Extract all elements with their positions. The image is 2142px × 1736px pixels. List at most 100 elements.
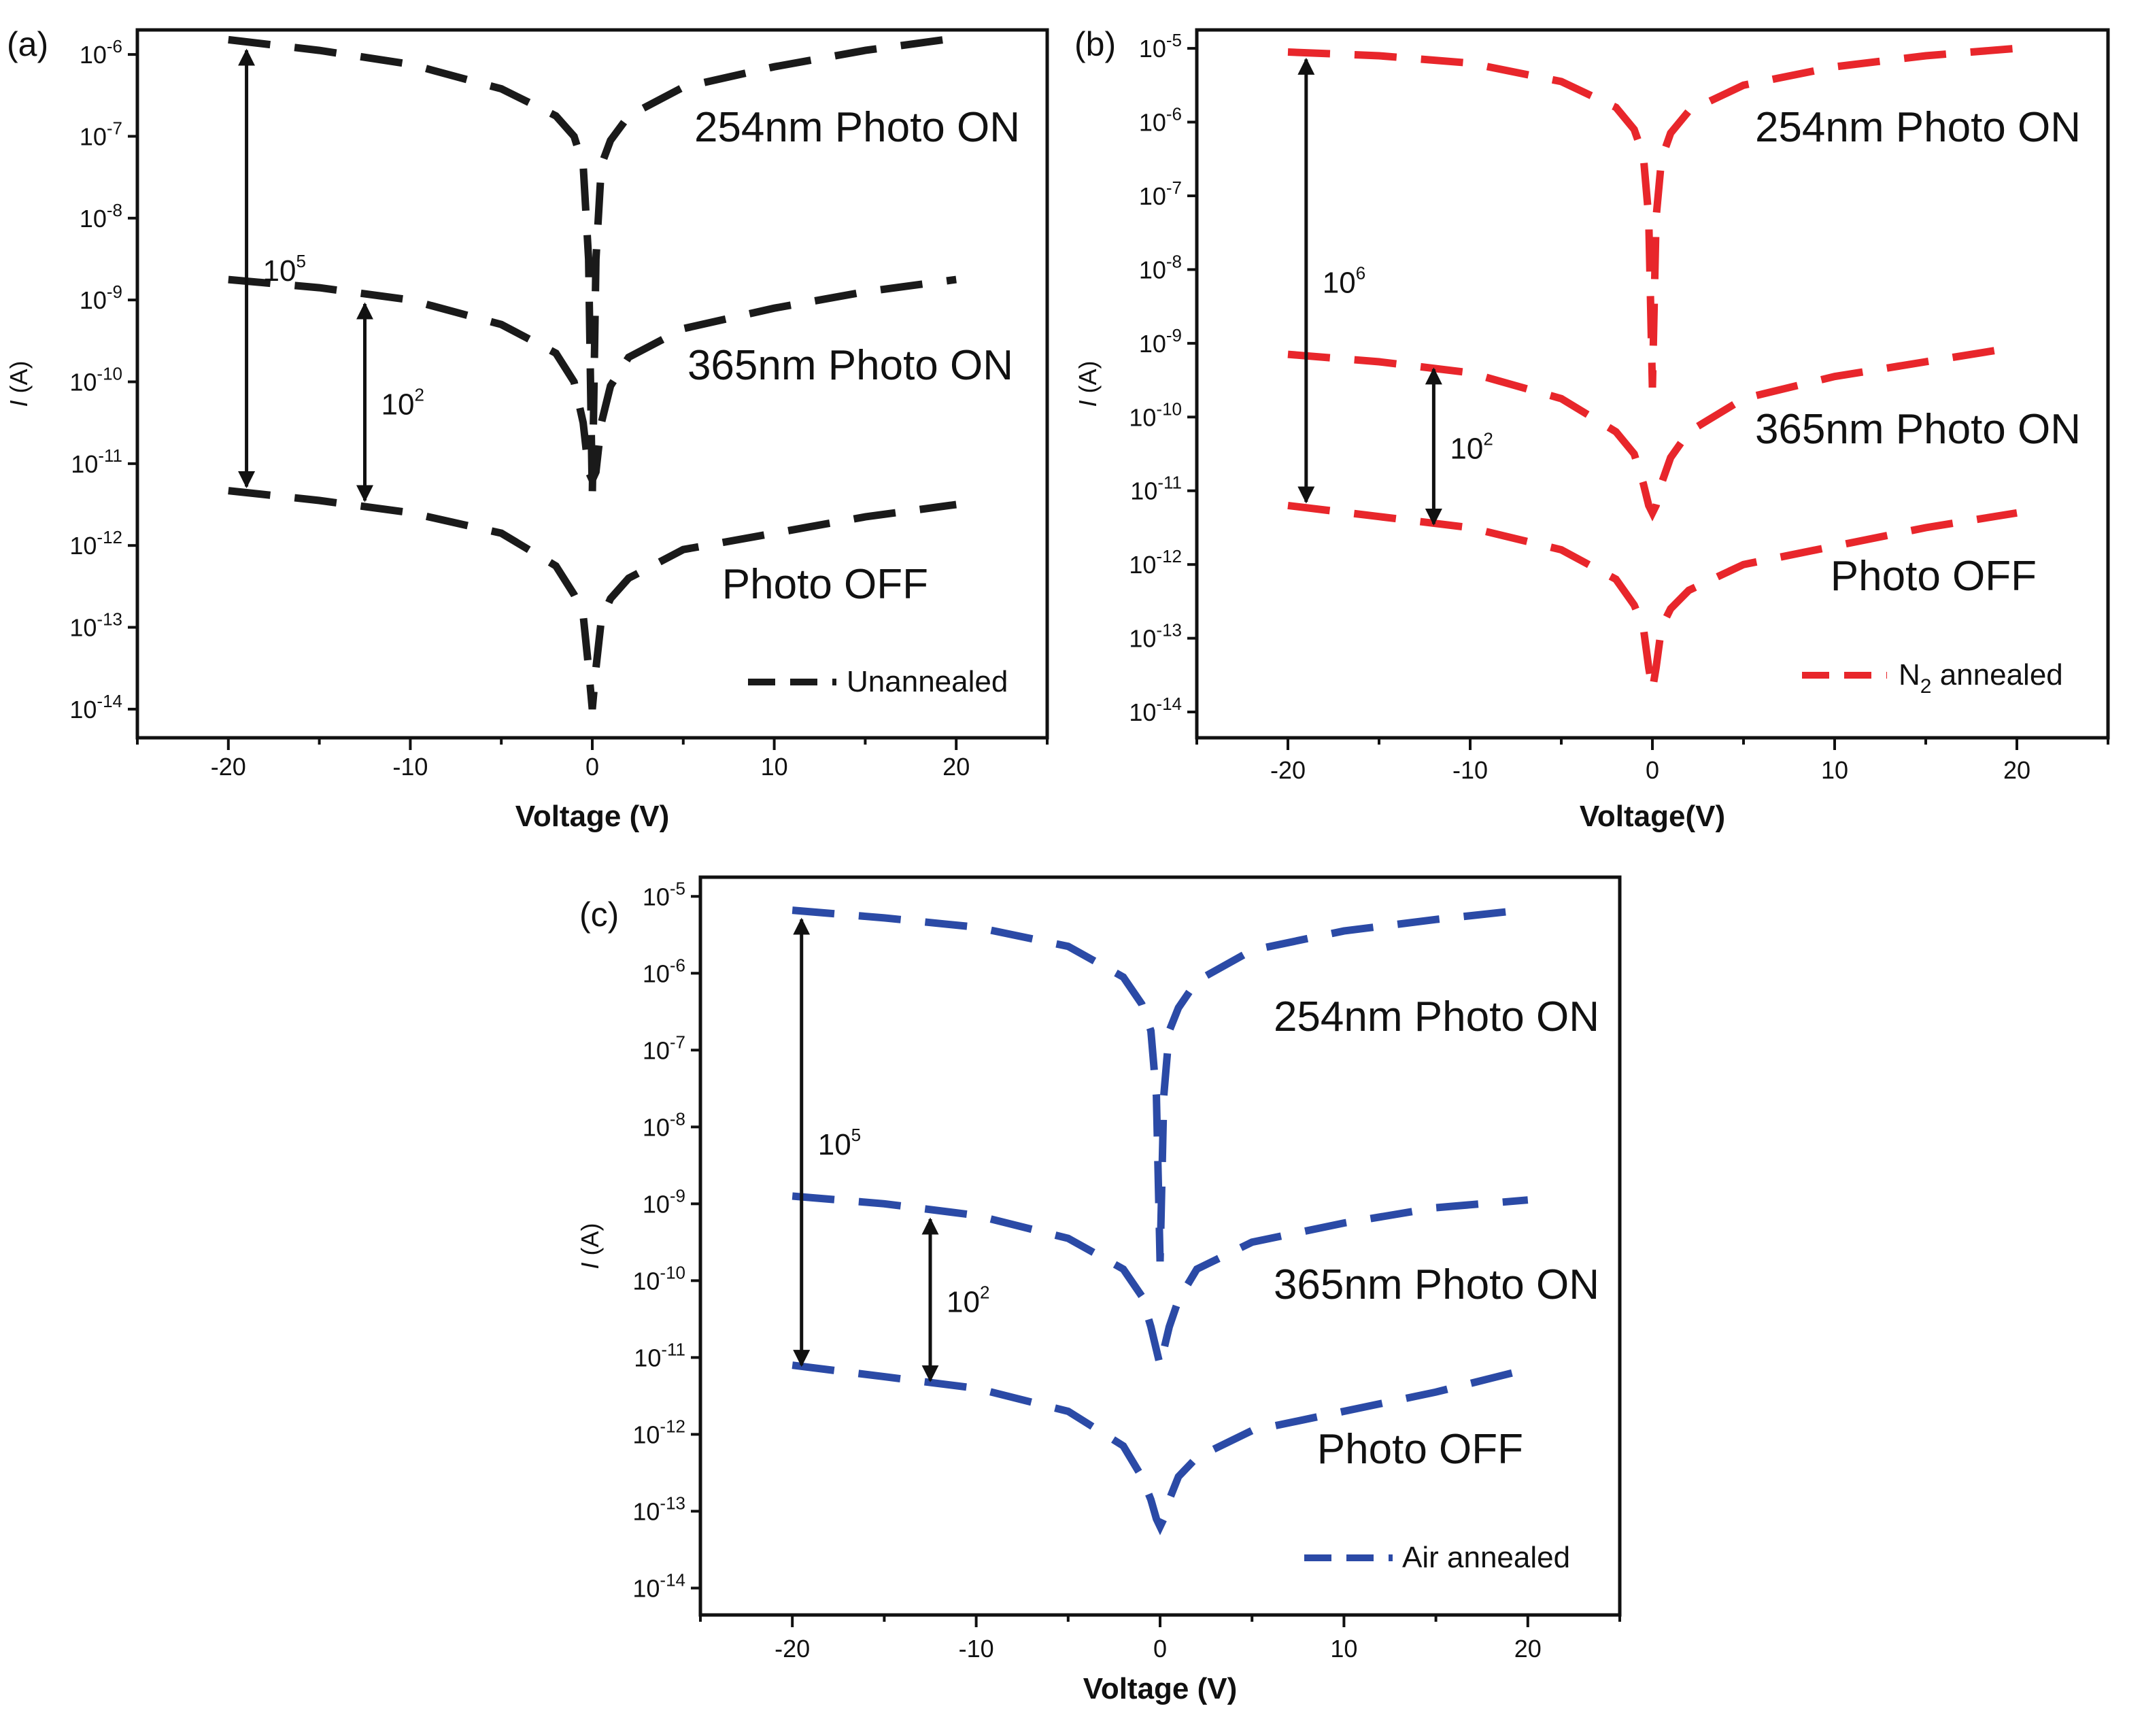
x-tick-label: -10	[392, 753, 428, 781]
x-tick-label: 0	[585, 753, 599, 781]
y-tick-label: 10-11	[71, 445, 122, 478]
y-tick-base: 10	[643, 1036, 670, 1064]
y-tick-base: 10	[632, 1267, 660, 1295]
y-tick-exponent: -13	[1156, 620, 1182, 641]
y-tick-base: 10	[1139, 182, 1166, 210]
y-tick-label: 10-12	[1129, 546, 1182, 579]
y-tick-exponent: -10	[660, 1262, 685, 1282]
y-tick-base: 10	[1129, 625, 1156, 653]
x-tick-label: -10	[959, 1635, 994, 1663]
ratio-base: 10	[381, 388, 415, 422]
legend-label: N2 annealed	[1899, 658, 2063, 698]
y-tick-exponent: -11	[661, 1339, 685, 1359]
series-line-0	[228, 34, 957, 497]
series-line-0	[1287, 44, 2018, 388]
ratio-exponent: 5	[296, 251, 306, 271]
series-line-2	[792, 1361, 1529, 1535]
y-tick-base: 10	[1139, 35, 1166, 63]
y-tick-exponent: -11	[1157, 473, 1182, 493]
y-tick-base: 10	[1129, 551, 1156, 579]
y-tick-label: 10-10	[69, 363, 122, 396]
y-axis-label-symbol: I	[576, 1262, 604, 1269]
y-tick-label: 10-13	[632, 1493, 685, 1525]
y-tick-exponent: -9	[670, 1185, 685, 1206]
y-tick-exponent: -11	[98, 445, 122, 466]
ratio-exponent: 5	[851, 1125, 861, 1145]
panel-label: (c)	[579, 896, 619, 934]
y-tick-label: 10-6	[80, 36, 122, 69]
y-tick-label: 10-9	[80, 282, 122, 314]
y-tick-label: 10-10	[632, 1262, 685, 1295]
ratio-label: 105	[263, 251, 306, 288]
y-tick-exponent: -12	[1156, 546, 1182, 566]
y-tick-exponent: -7	[670, 1032, 685, 1052]
y-tick-exponent: -8	[670, 1108, 685, 1129]
y-tick-label: 10-13	[69, 609, 122, 642]
y-tick-exponent: -6	[670, 955, 685, 975]
y-tick-base: 10	[632, 1497, 660, 1525]
panel-label: (a)	[7, 25, 48, 63]
ratio-label: 105	[818, 1125, 861, 1161]
curve-label: 254nm Photo ON	[694, 104, 1020, 151]
y-tick-exponent: -6	[107, 36, 122, 56]
x-tick-label: 0	[1153, 1635, 1167, 1663]
y-tick-exponent: -13	[97, 609, 122, 630]
legend-text-suffix: annealed	[1931, 658, 2062, 692]
y-tick-exponent: -9	[1166, 325, 1182, 345]
panel-c-air-annealed: (c)-20 -10 0 10 2010-1410-1310-1210-1110-101…	[576, 875, 1622, 1705]
x-tick-label: 20	[1514, 1635, 1542, 1663]
curve-label: 365nm Photo ON	[1755, 406, 2081, 453]
x-tick-label: 10	[1330, 1635, 1357, 1663]
y-axis-label: I (A)	[5, 360, 33, 407]
legend-text: N	[1899, 658, 1920, 692]
x-tick-label: 20	[942, 753, 970, 781]
y-tick-label: 10-11	[634, 1339, 685, 1372]
y-tick-base: 10	[632, 1574, 660, 1602]
x-tick-label: -20	[1270, 756, 1306, 784]
y-tick-label: 10-7	[643, 1032, 685, 1064]
panel-b-n2-annealed: (b)-20 -10 0 10 2010-1410-1310-1210-1110-101…	[1074, 25, 2110, 833]
panel-a-unannealed: (a)-20 -10 0 10 2010-1410-1310-1210-1110-101…	[5, 25, 1049, 833]
ratio-base: 10	[1450, 432, 1483, 466]
y-tick-base: 10	[1139, 330, 1166, 358]
curve-label: 254nm Photo ON	[1274, 993, 1599, 1040]
y-tick-exponent: -14	[660, 1569, 685, 1590]
y-tick-exponent: -6	[1166, 104, 1182, 124]
y-axis-label-symbol: I	[5, 400, 33, 407]
y-axis-label: I (A)	[576, 1223, 604, 1269]
series-line-0	[792, 906, 1529, 1262]
y-tick-label: 10-9	[1139, 325, 1182, 358]
y-tick-label: 10-6	[643, 955, 685, 987]
y-tick-label: 10-13	[1129, 620, 1182, 653]
y-tick-exponent: -10	[1156, 398, 1182, 419]
y-tick-label: 10-8	[643, 1108, 685, 1141]
y-tick-exponent: -12	[660, 1416, 685, 1436]
y-tick-exponent: -13	[660, 1493, 685, 1513]
y-tick-base: 10	[1129, 698, 1156, 726]
y-tick-base: 10	[632, 1420, 660, 1448]
y-tick-label: 10-14	[1129, 694, 1182, 726]
y-tick-label: 10-7	[80, 118, 122, 150]
ratio-base: 10	[263, 254, 296, 288]
curve-label: Photo OFF	[1317, 1426, 1523, 1473]
y-tick-base: 10	[69, 532, 97, 560]
y-tick-label: 10-14	[632, 1569, 685, 1602]
y-tick-base: 10	[643, 883, 670, 910]
x-axis-label: Voltage (V)	[515, 800, 670, 833]
y-axis-label-unit: (A)	[576, 1223, 604, 1262]
x-tick-label: -20	[211, 753, 246, 781]
legend-text: Air annealed	[1402, 1541, 1570, 1574]
y-axis-label: I (A)	[1074, 360, 1102, 407]
y-tick-base: 10	[1129, 403, 1156, 431]
y-tick-exponent: -9	[107, 282, 122, 302]
ratio-label: 106	[1323, 263, 1365, 300]
y-tick-label: 10-10	[1129, 398, 1182, 431]
y-tick-exponent: -5	[1166, 30, 1182, 50]
ratio-exponent: 2	[414, 385, 424, 405]
panel-label: (b)	[1074, 25, 1116, 63]
x-tick-label: -20	[775, 1635, 810, 1663]
y-tick-base: 10	[80, 122, 107, 150]
curve-label: 365nm Photo ON	[1274, 1261, 1599, 1308]
y-tick-base: 10	[1139, 109, 1166, 137]
